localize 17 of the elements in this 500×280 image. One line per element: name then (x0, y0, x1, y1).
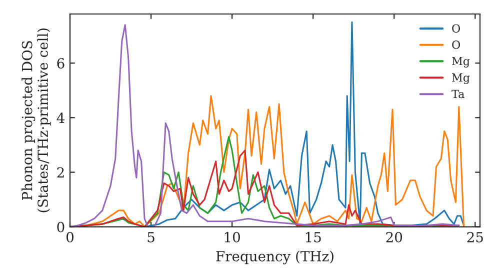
legend-label: O (452, 24, 460, 33)
y-tick-label: 4 (56, 112, 64, 123)
legend-label: O (452, 40, 460, 49)
legend-label: Ta (452, 90, 464, 98)
x-axis-title: Frequency (THz) (216, 250, 334, 264)
x-tick-label: 10 (224, 232, 240, 242)
legend-label: Mg (452, 56, 470, 68)
y-axis-title: Phonon projected DOS (States/THz·primitive cell) (22, 28, 51, 212)
y-tick-label: 2 (57, 167, 64, 178)
x-tick-label: 5 (148, 232, 154, 242)
legend-label: Mg (452, 73, 470, 84)
y-tick-label: 6 (57, 58, 64, 69)
x-tick-label: 0 (66, 232, 74, 242)
x-tick-label: 15 (306, 232, 321, 242)
x-tick-label: 25 (467, 232, 483, 242)
y-tick-label: 0 (57, 222, 64, 232)
x-tick-label: 20 (386, 232, 402, 242)
